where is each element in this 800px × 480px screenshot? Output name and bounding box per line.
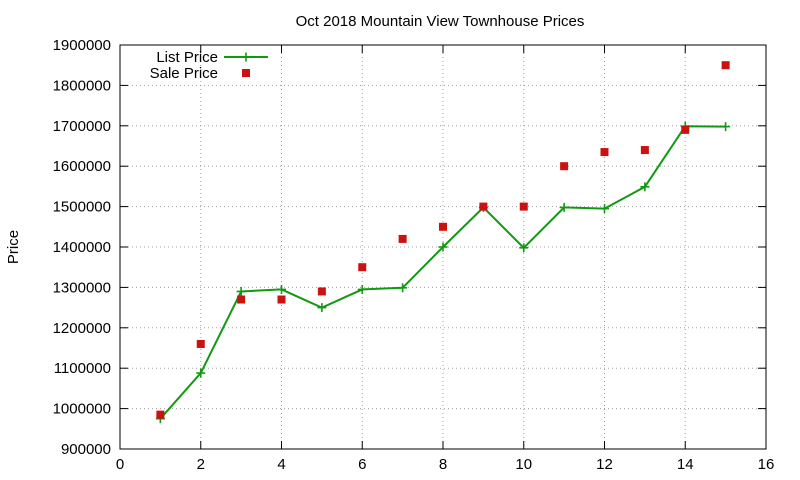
data-point (438, 242, 448, 252)
data-point (156, 410, 165, 419)
x-tick-label: 10 (515, 456, 532, 473)
data-point (237, 295, 246, 304)
data-point (600, 204, 609, 214)
data-point (681, 125, 690, 134)
data-point (277, 284, 286, 294)
data-point (277, 295, 286, 304)
x-tick-label: 2 (197, 456, 205, 473)
data-point (398, 234, 407, 243)
y-tick-label: 1200000 (53, 320, 111, 337)
y-tick-label: 1000000 (53, 401, 111, 418)
legend-label: List Price (156, 49, 218, 66)
y-tick-label: 1700000 (53, 118, 111, 135)
grid (120, 45, 766, 449)
series-list-price (155, 121, 731, 424)
data-point (196, 368, 206, 378)
x-tick-label: 0 (116, 456, 124, 473)
y-tick-label: 1300000 (53, 279, 111, 296)
series-layer (155, 61, 731, 424)
y-tick-label: 1400000 (53, 239, 111, 256)
x-tick-label: 16 (758, 456, 775, 473)
x-tick-label: 4 (277, 456, 285, 473)
legend-marker (242, 69, 250, 77)
data-point (357, 284, 367, 294)
y-axis-title: Price (5, 230, 22, 264)
data-point (519, 243, 529, 253)
y-tick-label: 1600000 (53, 158, 111, 175)
data-point (439, 222, 447, 231)
data-point (358, 263, 367, 272)
x-tick-label: 8 (439, 456, 447, 473)
data-point (317, 287, 326, 296)
data-point (479, 202, 488, 211)
data-point (640, 146, 649, 155)
series-sale-price (156, 61, 730, 419)
y-tick-label: 1900000 (53, 37, 111, 54)
data-point (317, 303, 327, 313)
x-tick-label: 14 (677, 456, 694, 473)
data-point (236, 286, 246, 296)
data-point (600, 148, 609, 157)
data-point (196, 339, 205, 348)
data-point (398, 283, 408, 293)
legend-label: Sale Price (150, 65, 218, 82)
data-point (721, 61, 730, 70)
data-point (559, 202, 569, 212)
chart-title: Oct 2018 Mountain View Townhouse Prices (296, 13, 585, 30)
y-tick-label: 1800000 (53, 77, 111, 94)
data-point (519, 202, 528, 211)
x-tick-label: 12 (596, 456, 613, 473)
data-point (640, 182, 650, 192)
legend-marker (241, 52, 251, 62)
y-tick-label: 1100000 (54, 360, 111, 377)
data-point (721, 122, 731, 132)
axis-ticks: 0 2 4 6 8 10 12 14 16 900000 1000000 1100000 1200000… (53, 37, 775, 473)
series-line (159, 125, 726, 420)
y-tick-label: 1500000 (53, 199, 111, 216)
y-tick-label: 900000 (61, 441, 111, 458)
data-point (560, 162, 569, 171)
x-tick-label: 6 (358, 456, 366, 473)
